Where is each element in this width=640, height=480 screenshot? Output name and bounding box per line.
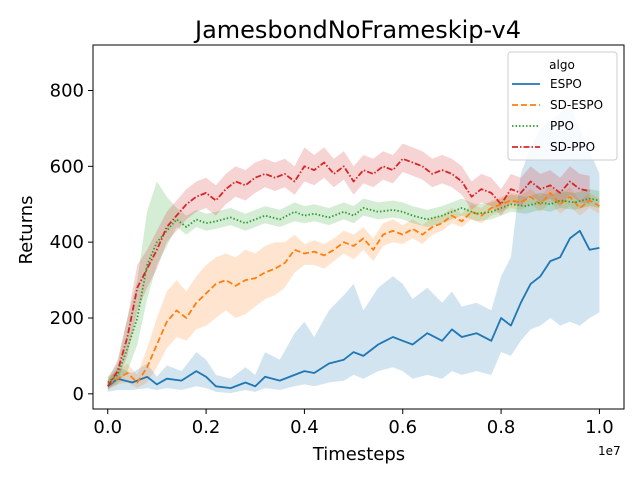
legend-box [507,51,618,161]
x-tick-label: 1.0 [585,417,614,438]
x-tick-label: 0.8 [487,417,516,438]
y-tick-label: 400 [50,232,84,253]
x-tick-label: 0.0 [93,417,122,438]
y-axis-label: Returns [16,195,37,264]
chart-title: JamesbondNoFrameskip-v4 [193,16,521,44]
x-offset-label: 1e7 [598,444,621,458]
series-line-ppo [107,197,600,384]
band-sd-ppo [107,143,590,390]
legend-label: PPO [550,119,574,133]
y-axis: 0 200 400 600 800 [50,81,93,405]
x-axis-label: Timesteps [312,444,405,465]
y-tick-label: 0 [73,384,84,405]
band-sd-espo [107,185,600,390]
legend-label: SD-ESPO [550,98,603,112]
legend-title: algo [549,58,575,72]
x-tick-label: 0.2 [192,417,221,438]
series-lines [107,157,600,390]
y-tick-label: 800 [50,81,84,102]
y-tick-label: 200 [50,308,84,329]
x-tick-label: 0.4 [290,417,319,438]
y-tick-label: 600 [50,156,84,177]
x-tick-label: 0.6 [388,417,417,438]
series-line-espo [107,229,600,390]
legend-items: ESPO SD-ESPO PPO SD-PPO [512,77,603,154]
band-espo [107,105,600,394]
plot-area [92,44,625,410]
legend-label: ESPO [550,77,582,91]
legend: algo ESPO SD-ESPO PPO SD-PPO [507,51,618,161]
legend-label: SD-PPO [550,140,595,154]
band-ppo [107,181,600,389]
confidence-bands [107,105,600,394]
x-axis: 0.0 0.2 0.4 0.6 0.8 1.0 [93,409,614,438]
series-line-sd-espo [107,191,600,386]
